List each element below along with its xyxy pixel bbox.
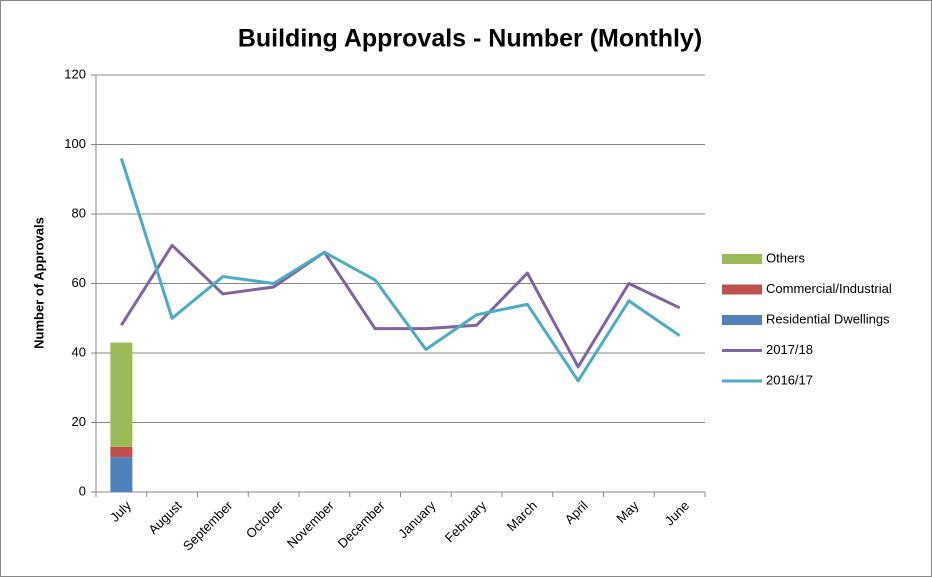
legend-swatch	[722, 254, 762, 264]
bar-segment	[110, 446, 133, 458]
bar-segment	[110, 457, 133, 492]
y-tick-label: 100	[64, 136, 86, 151]
line-series	[120, 243, 681, 369]
legend-label: 2017/18	[766, 342, 813, 357]
y-tick-label: 60	[72, 275, 86, 290]
y-tick-label: 120	[64, 66, 86, 81]
legend-swatch	[722, 315, 762, 325]
bar-segment	[110, 342, 133, 447]
legend-label: 2016/17	[766, 372, 813, 387]
y-tick-label: 20	[72, 414, 86, 429]
y-tick-label: 0	[79, 483, 86, 498]
chart-title: Building Approvals - Number (Monthly)	[238, 25, 702, 53]
legend-label: Residential Dwellings	[766, 311, 890, 326]
legend-label: Commercial/Industrial	[766, 281, 892, 296]
legend-swatch	[722, 284, 762, 295]
line-series	[119, 157, 681, 383]
y-axis-label: Number of Approvals	[31, 217, 46, 349]
y-tick-label: 40	[72, 344, 86, 359]
y-tick-label: 80	[72, 205, 86, 220]
legend-label: Others	[766, 250, 806, 265]
